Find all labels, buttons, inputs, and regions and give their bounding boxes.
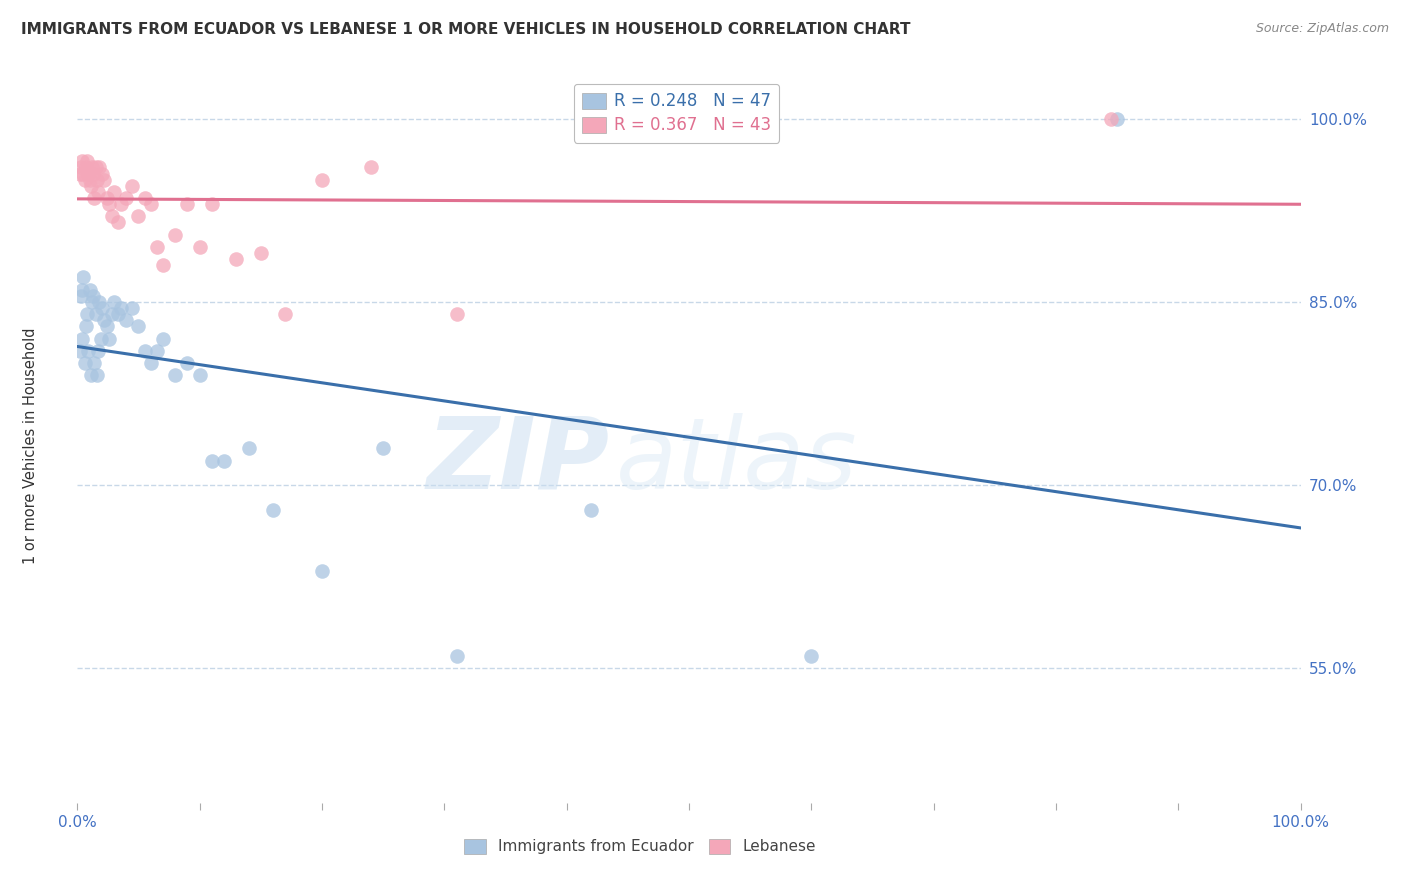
Point <box>250 246 273 260</box>
Point <box>165 227 187 242</box>
Point <box>115 313 138 327</box>
Point <box>76 154 98 169</box>
Point <box>69 167 91 181</box>
Point <box>86 368 108 383</box>
Point <box>127 210 149 224</box>
Point <box>121 178 143 193</box>
Point <box>107 307 129 321</box>
Point <box>87 343 110 358</box>
Point <box>238 442 260 456</box>
Point <box>579 502 602 516</box>
Point <box>82 289 104 303</box>
Point <box>212 453 235 467</box>
Point <box>79 172 101 186</box>
Point <box>225 252 247 266</box>
Point <box>176 356 198 370</box>
Point <box>134 191 156 205</box>
Text: ZIP: ZIP <box>426 413 609 509</box>
Point <box>90 331 112 345</box>
Point <box>76 307 98 321</box>
Point <box>139 356 162 370</box>
Point <box>98 197 121 211</box>
Point <box>90 301 112 315</box>
Point <box>96 191 118 205</box>
Point <box>83 191 105 205</box>
Text: IMMIGRANTS FROM ECUADOR VS LEBANESE 1 OR MORE VEHICLES IN HOUSEHOLD CORRELATION : IMMIGRANTS FROM ECUADOR VS LEBANESE 1 OR… <box>21 22 911 37</box>
Point <box>96 319 118 334</box>
Point <box>311 564 333 578</box>
Point <box>139 197 162 211</box>
Point <box>83 356 105 370</box>
Point <box>70 154 93 169</box>
Point <box>79 283 101 297</box>
Point <box>360 161 382 175</box>
Point <box>262 502 284 516</box>
Point <box>80 178 103 193</box>
Point <box>70 161 93 175</box>
Point <box>110 301 132 315</box>
Point <box>446 649 468 664</box>
Point <box>188 240 211 254</box>
Point <box>201 197 224 211</box>
Point <box>86 172 108 186</box>
Point <box>84 161 107 175</box>
Point <box>70 283 93 297</box>
Point <box>274 307 297 321</box>
Point <box>70 289 93 303</box>
Point <box>80 294 103 309</box>
Point <box>80 368 103 383</box>
Point <box>87 185 110 199</box>
Point <box>800 649 823 664</box>
Point <box>146 343 169 358</box>
Point <box>103 185 125 199</box>
Point <box>201 453 224 467</box>
Point <box>70 331 93 345</box>
Point <box>89 294 111 309</box>
Point <box>121 301 143 315</box>
Point <box>152 258 174 272</box>
Point <box>84 307 107 321</box>
Text: Source: ZipAtlas.com: Source: ZipAtlas.com <box>1256 22 1389 36</box>
Point <box>1099 112 1122 126</box>
Point <box>73 172 96 186</box>
Point <box>110 197 132 211</box>
Point <box>73 356 96 370</box>
Point <box>93 313 115 327</box>
Point <box>371 442 394 456</box>
Point <box>100 307 122 321</box>
Point <box>165 368 187 383</box>
Point <box>176 197 198 211</box>
Text: 1 or more Vehicles in Household: 1 or more Vehicles in Household <box>24 327 38 565</box>
Point <box>107 215 129 229</box>
Text: atlas: atlas <box>616 413 858 509</box>
Point <box>82 167 104 181</box>
Point <box>1107 112 1129 126</box>
Point <box>89 161 111 175</box>
Point <box>93 172 115 186</box>
Point <box>146 240 169 254</box>
Point <box>77 167 100 181</box>
Point <box>127 319 149 334</box>
Point <box>134 343 156 358</box>
Point <box>152 331 174 345</box>
Point <box>72 167 94 181</box>
Point <box>75 319 97 334</box>
Point <box>75 161 97 175</box>
Point <box>188 368 211 383</box>
Point <box>311 172 333 186</box>
Point <box>103 294 125 309</box>
Point <box>446 307 468 321</box>
Point <box>72 270 94 285</box>
Point <box>98 331 121 345</box>
Point <box>77 343 100 358</box>
Point <box>80 161 103 175</box>
Point <box>69 343 91 358</box>
Point <box>90 167 112 181</box>
Point <box>115 191 138 205</box>
Point <box>100 210 122 224</box>
Legend: Immigrants from Ecuador, Lebanese: Immigrants from Ecuador, Lebanese <box>458 833 823 861</box>
